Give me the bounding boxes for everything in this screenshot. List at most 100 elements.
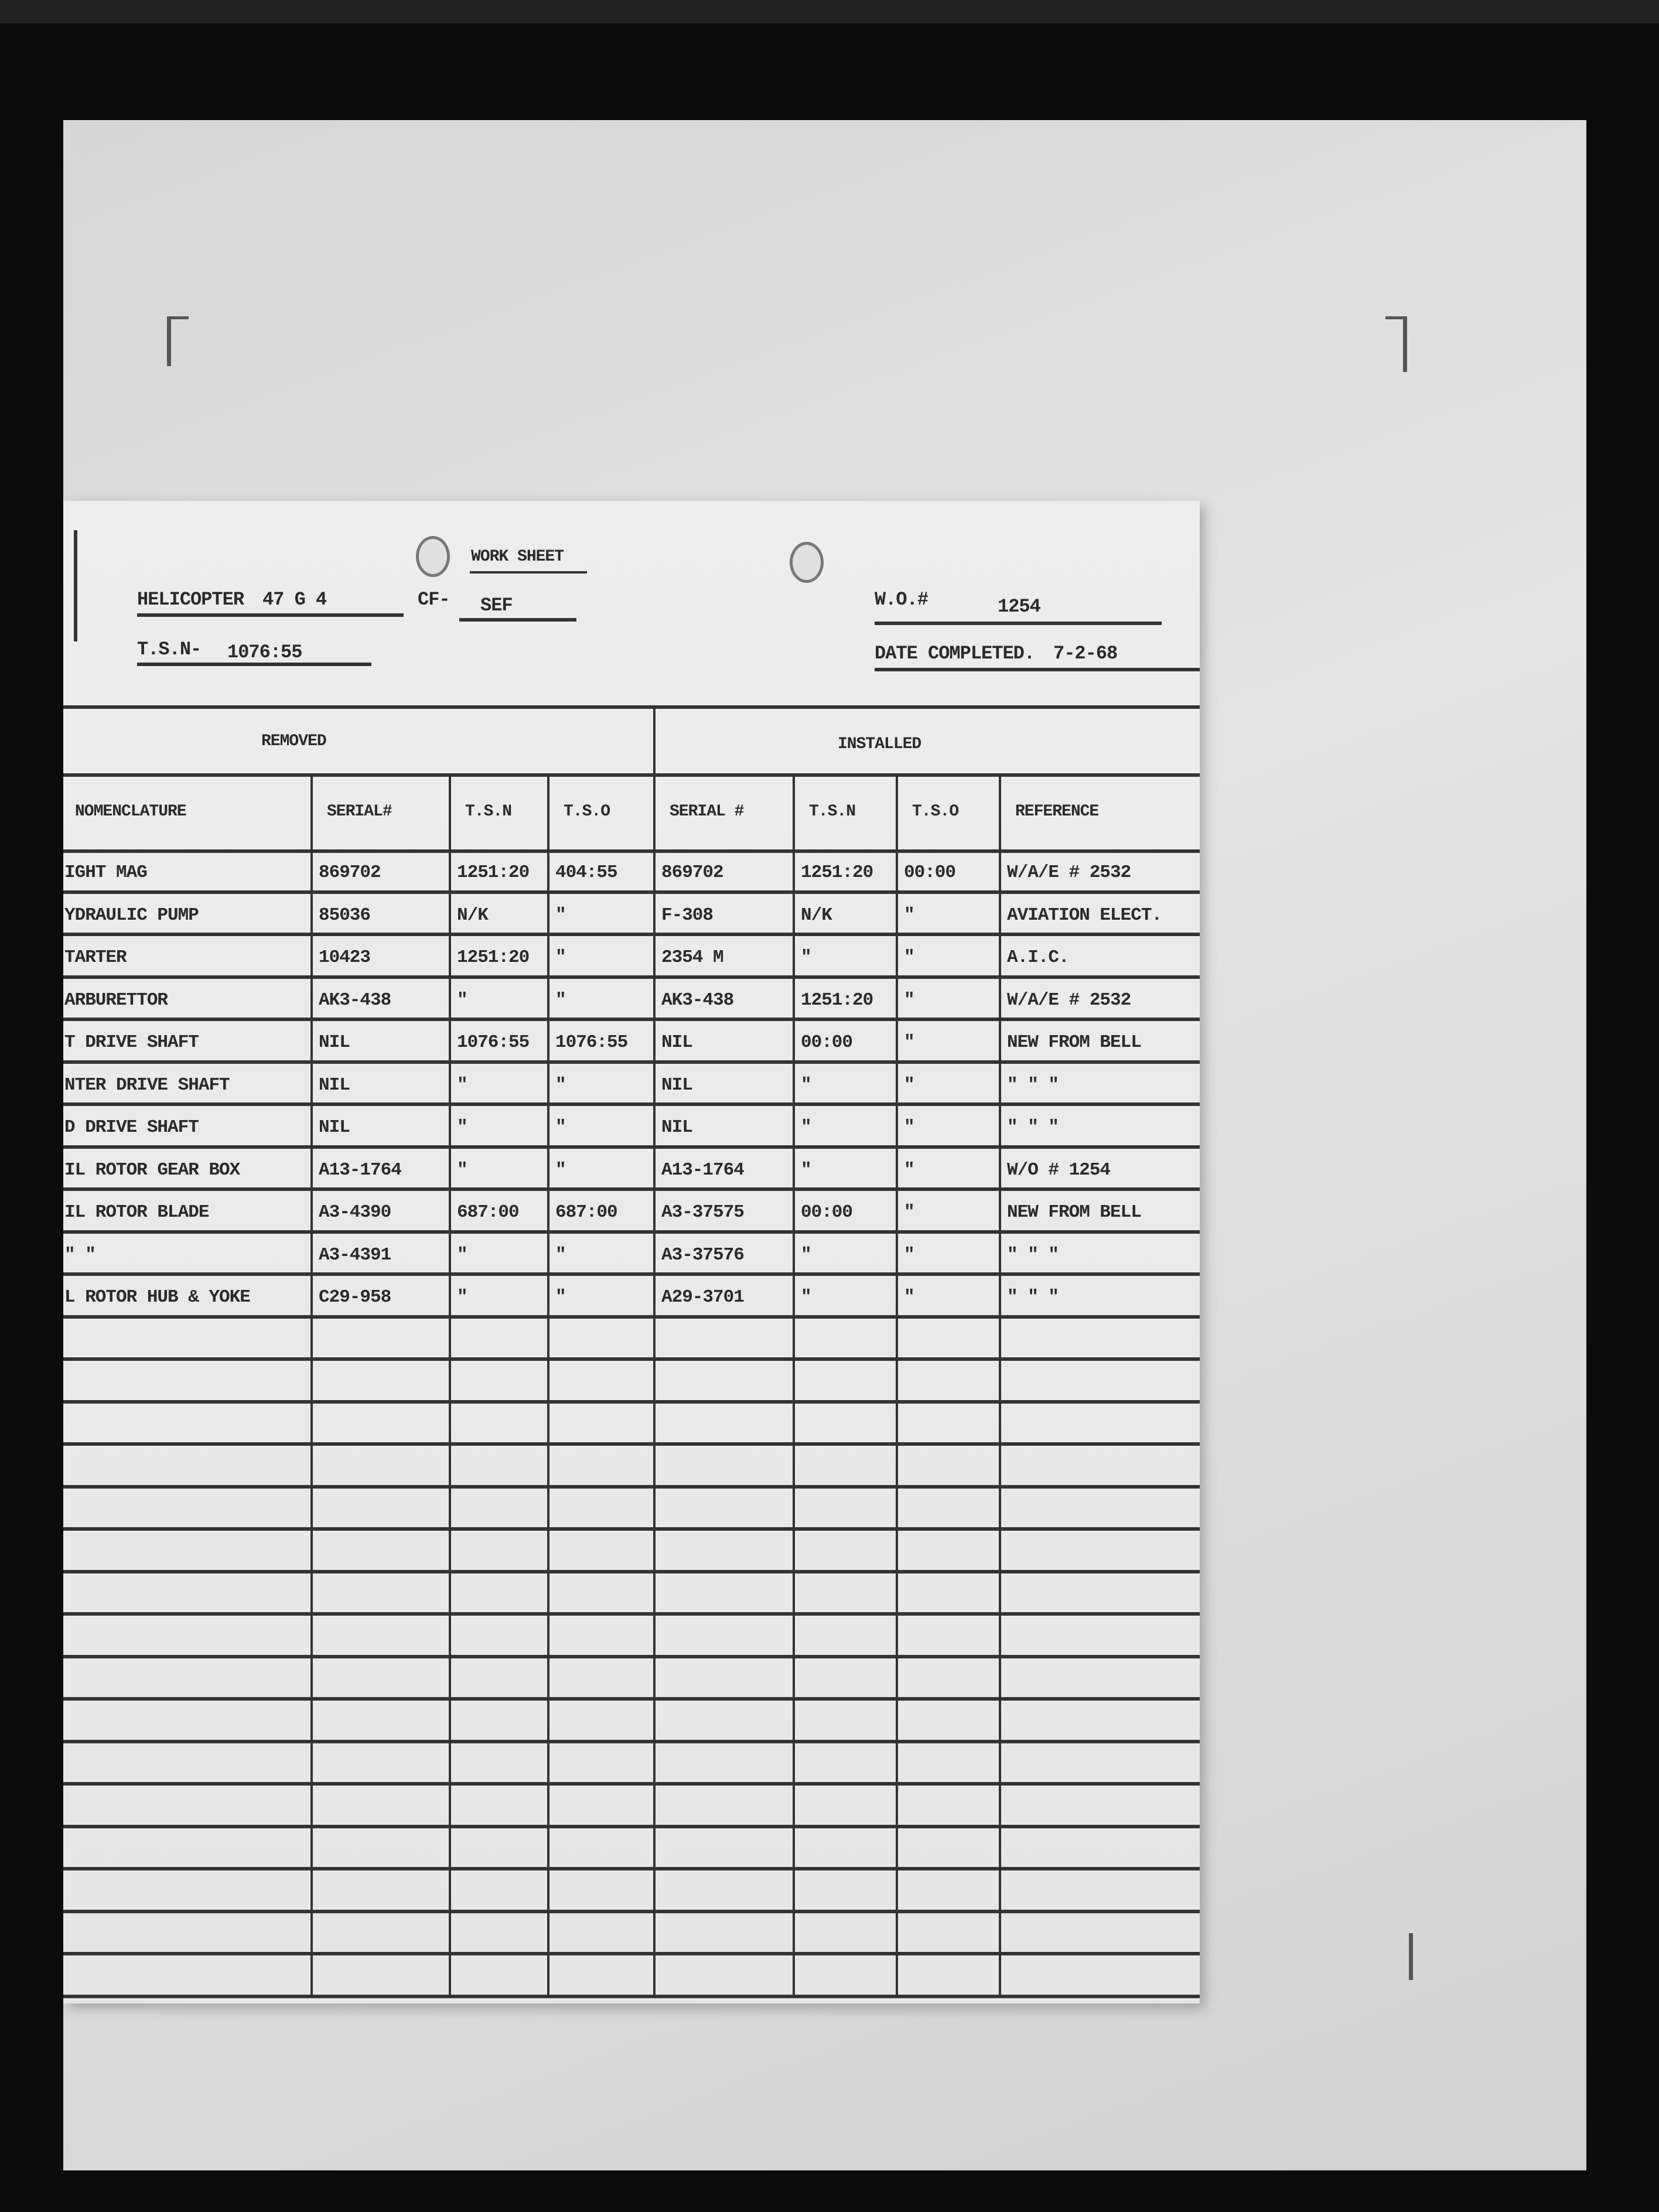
table-cell: " " " [1007, 1287, 1059, 1308]
row-rule [63, 1442, 1200, 1446]
underline [875, 668, 1200, 671]
table-cell: IGHT MAG [64, 862, 148, 883]
table-cell: A29-3701 [661, 1287, 745, 1308]
table-cell: " [555, 989, 566, 1011]
row-rule [63, 1569, 1200, 1573]
table-cell: NIL [319, 1032, 350, 1053]
table-cell: N/K [457, 904, 489, 926]
row-rule [63, 1527, 1200, 1531]
table-cell: " [904, 1117, 915, 1138]
row-rule [63, 975, 1200, 979]
table-cell: " [801, 1117, 812, 1138]
table-cell: " [801, 1244, 812, 1265]
registration-label: CF- [418, 589, 450, 610]
table-cell: NIL [319, 1117, 350, 1138]
row-rule [63, 1824, 1200, 1828]
row-rule [63, 1187, 1200, 1191]
table-cell: NIL [319, 1074, 350, 1095]
table-cell: 687:00 [457, 1202, 520, 1223]
table-cell: A.I.C. [1007, 947, 1070, 968]
row-rule [63, 1739, 1200, 1743]
work-order-label: W.O.# [875, 589, 929, 610]
table-cell: " [555, 1159, 566, 1180]
underline [459, 618, 576, 622]
corner-mark [1385, 316, 1407, 372]
table-cell: " [457, 1287, 468, 1308]
column-rule [896, 773, 898, 1996]
table-cell: " " [64, 1244, 96, 1265]
table-cell: AVIATION ELECT. [1007, 904, 1162, 926]
table-cell: T DRIVE SHAFT [64, 1032, 199, 1053]
underline [137, 663, 371, 666]
table-cell: " [904, 1202, 915, 1223]
row-rule [63, 1612, 1200, 1616]
header-rule [63, 773, 1200, 777]
table-cell: A13-1764 [661, 1159, 745, 1180]
column-rule [653, 705, 656, 1996]
table-cell: 1251:20 [457, 862, 530, 883]
row-rule [63, 1697, 1200, 1701]
row-rule [63, 1484, 1200, 1489]
column-rule [310, 773, 313, 1996]
column-rule [449, 773, 451, 1996]
column-header: T.S.O [912, 803, 959, 821]
table-cell: 00:00 [904, 862, 956, 883]
form-title: WORK SHEET [471, 548, 564, 566]
table-cell: A3-37575 [661, 1202, 745, 1223]
table-cell: W/A/E # 2532 [1007, 862, 1131, 883]
table-cell: " " " [1007, 1074, 1059, 1095]
table-cell: 404:55 [555, 862, 618, 883]
tsn-value: 1076:55 [227, 641, 302, 663]
table-cell: F-308 [661, 904, 714, 926]
aircraft-model: 47 G 4 [262, 589, 327, 610]
table-cell: " [555, 1244, 566, 1265]
table-cell: 85036 [319, 904, 371, 926]
table-cell: 869702 [661, 862, 724, 883]
table-cell: IL ROTOR BLADE [64, 1202, 209, 1223]
table-cell: ARBURETTOR [64, 989, 168, 1011]
table-cell: " [904, 904, 915, 926]
date-completed-label: DATE COMPLETED. [875, 643, 1035, 664]
table-cell: AK3-438 [661, 989, 734, 1011]
row-rule [63, 1399, 1200, 1404]
underline [470, 571, 587, 574]
column-header: T.S.O [564, 803, 610, 821]
row-rule [63, 1654, 1200, 1658]
column-header: SERIAL# [327, 803, 392, 821]
group-header-removed: REMOVED [261, 732, 327, 750]
table-cell: W/O # 1254 [1007, 1159, 1111, 1180]
table-cell: W/A/E # 2532 [1007, 989, 1131, 1011]
row-rule [63, 1145, 1200, 1149]
table-cell: " [555, 1117, 566, 1138]
table-cell: A13-1764 [319, 1159, 402, 1180]
table-cell: A3-4391 [319, 1244, 391, 1265]
table-cell: " [904, 1287, 915, 1308]
table-cell: " [904, 989, 915, 1011]
table-cell: 687:00 [555, 1202, 618, 1223]
column-rule [547, 773, 549, 1996]
table-cell: " [555, 1074, 566, 1095]
margin-line [74, 530, 77, 641]
table-cell: " [801, 1159, 812, 1180]
table-cell: IL ROTOR GEAR BOX [64, 1159, 240, 1180]
table-cell: " [801, 947, 812, 968]
table-cell: " [555, 1287, 566, 1308]
row-rule [63, 1315, 1200, 1319]
group-header-installed: INSTALLED [838, 735, 921, 753]
table-cell: NIL [661, 1117, 693, 1138]
table-cell: " [904, 1032, 915, 1053]
row-rule [63, 1060, 1200, 1064]
column-rule [793, 773, 795, 1996]
table-cell: " [904, 1159, 915, 1180]
punch-hole [790, 542, 824, 583]
table-top-rule [63, 705, 1200, 709]
row-rule [63, 1102, 1200, 1106]
table-cell: " [904, 947, 915, 968]
column-header: T.S.N [465, 803, 512, 821]
column-header: SERIAL # [670, 803, 744, 821]
table-cell: 1076:55 [457, 1032, 530, 1053]
table-cell: " [555, 904, 566, 926]
registration-value: SEF [480, 595, 513, 616]
column-header: NOMENCLATURE [75, 803, 187, 821]
row-rule [63, 1230, 1200, 1234]
